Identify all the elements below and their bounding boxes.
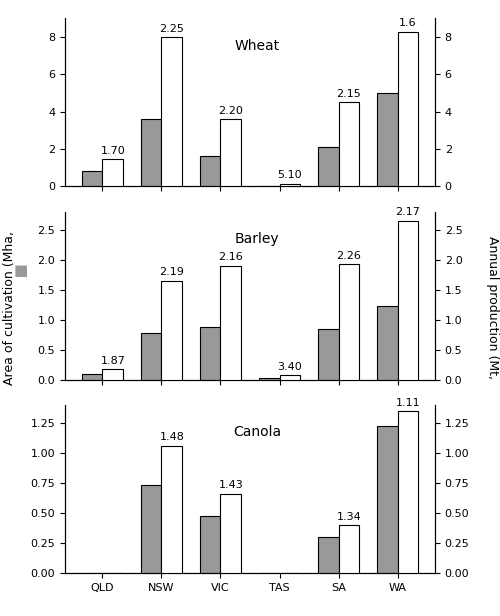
Text: 2.19: 2.19 [160, 267, 184, 277]
Bar [338, 102, 359, 187]
Bar [82, 374, 102, 379]
Bar [141, 120, 162, 187]
Bar [220, 493, 241, 573]
Bar [82, 171, 102, 187]
Bar [318, 537, 338, 573]
Text: 3.40: 3.40 [278, 362, 302, 372]
Bar [338, 525, 359, 573]
Bar [102, 369, 123, 379]
Bar [318, 147, 338, 187]
Bar [280, 376, 300, 379]
Bar [377, 307, 398, 379]
Bar [338, 264, 359, 379]
Bar [162, 37, 182, 187]
Bar [162, 281, 182, 379]
Bar [377, 93, 398, 187]
Text: 2.26: 2.26 [336, 251, 361, 261]
Bar [162, 446, 182, 573]
Text: 2.25: 2.25 [160, 24, 184, 34]
Text: 1.6: 1.6 [399, 18, 416, 28]
Text: 1.87: 1.87 [100, 355, 125, 365]
Bar [220, 120, 241, 187]
Text: Barley: Barley [235, 232, 280, 246]
Bar [200, 516, 220, 573]
Text: 2.17: 2.17 [396, 208, 420, 217]
Bar [141, 333, 162, 379]
Text: Wheat: Wheat [235, 39, 280, 52]
Text: 2.20: 2.20 [218, 106, 244, 116]
Bar [141, 485, 162, 573]
Bar [259, 378, 280, 379]
Text: Annual production (Mt,: Annual production (Mt, [486, 237, 499, 379]
Text: Canola: Canola [234, 425, 281, 439]
Bar [220, 265, 241, 379]
Bar [318, 329, 338, 379]
Text: 1.34: 1.34 [336, 511, 361, 522]
Text: 5.10: 5.10 [278, 170, 302, 180]
Bar [377, 426, 398, 573]
Text: 1.43: 1.43 [218, 480, 243, 490]
Text: □: □ [14, 314, 28, 328]
Bar [398, 31, 418, 187]
Bar [398, 221, 418, 379]
Text: 1.48: 1.48 [160, 432, 184, 442]
Text: 2.15: 2.15 [336, 89, 361, 99]
Text: 1.70: 1.70 [100, 146, 125, 156]
Text: Area of cultivation (Mha,: Area of cultivation (Mha, [4, 231, 16, 385]
Bar [200, 156, 220, 187]
Bar [102, 160, 123, 187]
Bar [398, 411, 418, 573]
Text: 1.11: 1.11 [396, 397, 420, 408]
Text: ■: ■ [14, 263, 28, 278]
Bar [280, 184, 300, 187]
Text: 2.16: 2.16 [218, 253, 243, 262]
Bar [200, 327, 220, 379]
